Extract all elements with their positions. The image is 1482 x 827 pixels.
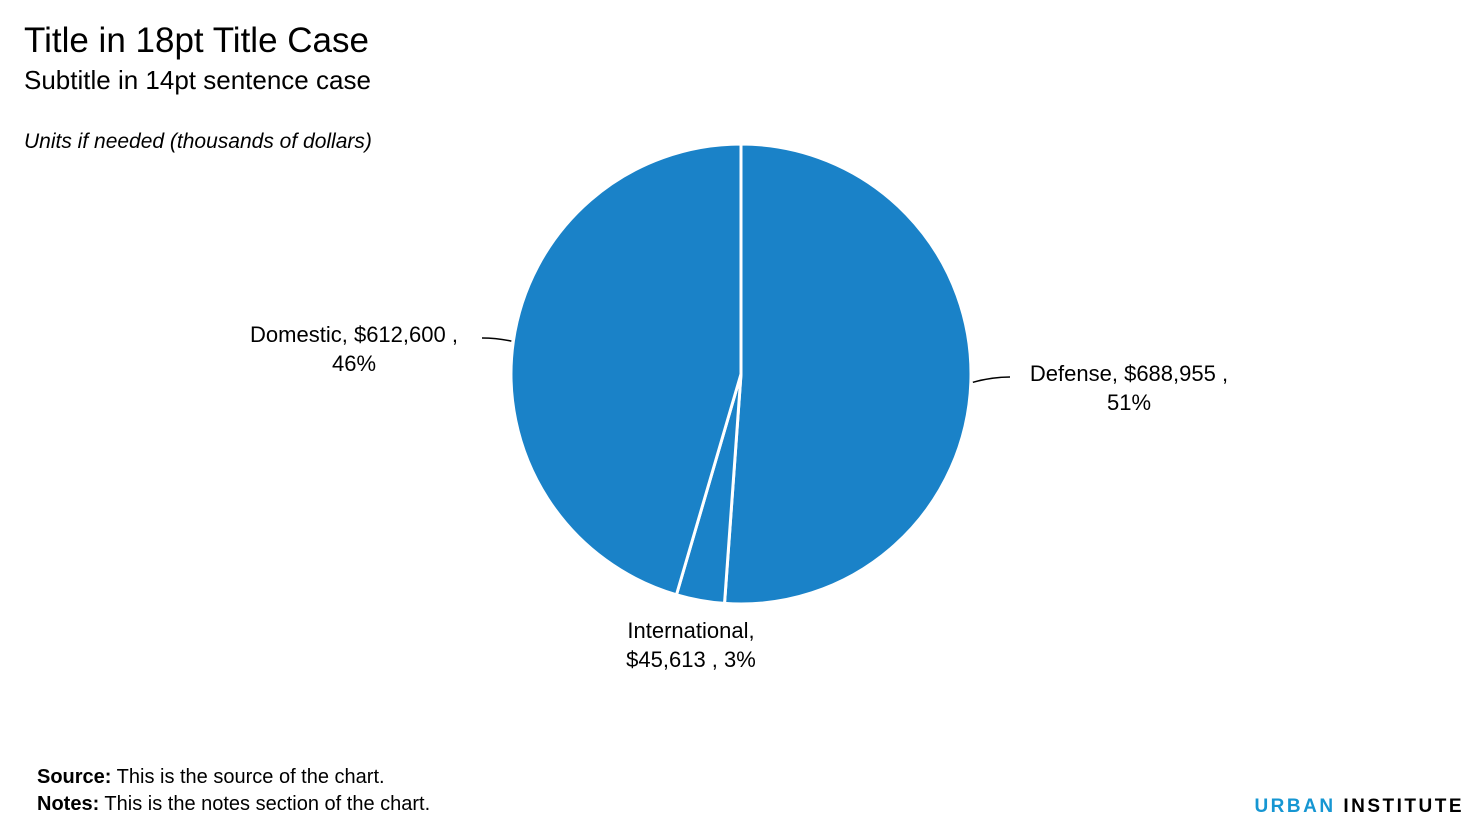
source-text: This is the source of the chart. — [111, 766, 385, 788]
slice-label-line: Domestic, $612,600 , — [250, 322, 458, 347]
source-line: Source: This is the source of the chart. — [37, 764, 430, 791]
leader-line-domestic — [481, 337, 512, 342]
source-label: Source: — [37, 766, 112, 788]
logo-word-urban: URBAN — [1254, 796, 1336, 817]
notes-line: Notes: This is the notes section of the … — [37, 791, 430, 818]
slice-label-international: International, $45,613 , 3% — [626, 618, 756, 672]
slice-label-line: $45,613 , 3% — [626, 647, 756, 672]
slice-label-line: 51% — [1107, 390, 1151, 415]
slice-label-defense: Defense, $688,955 , 51% — [1030, 361, 1228, 415]
chart-units: Units if needed (thousands of dollars) — [24, 130, 372, 153]
pie-slice-defense — [723, 142, 973, 606]
slice-label-line: Defense, $688,955 , — [1030, 361, 1228, 386]
notes-label: Notes: — [37, 793, 100, 815]
logo-word-institute: INSTITUTE — [1335, 796, 1464, 817]
chart-footer: Source: This is the source of the chart.… — [37, 764, 430, 818]
slice-label-line: 46% — [332, 351, 376, 376]
notes-text: This is the notes section of the chart. — [99, 793, 431, 815]
slice-label-domestic: Domestic, $612,600 , 46% — [250, 322, 458, 376]
urban-institute-logo: URBAN INSTITUTE — [1254, 796, 1464, 818]
leader-line-defense — [972, 376, 1011, 384]
chart-title: Title in 18pt Title Case — [24, 21, 369, 60]
chart-subtitle: Subtitle in 14pt sentence case — [24, 65, 371, 95]
pie-slice-domestic — [509, 142, 743, 597]
slice-label-line: International, — [627, 618, 754, 643]
